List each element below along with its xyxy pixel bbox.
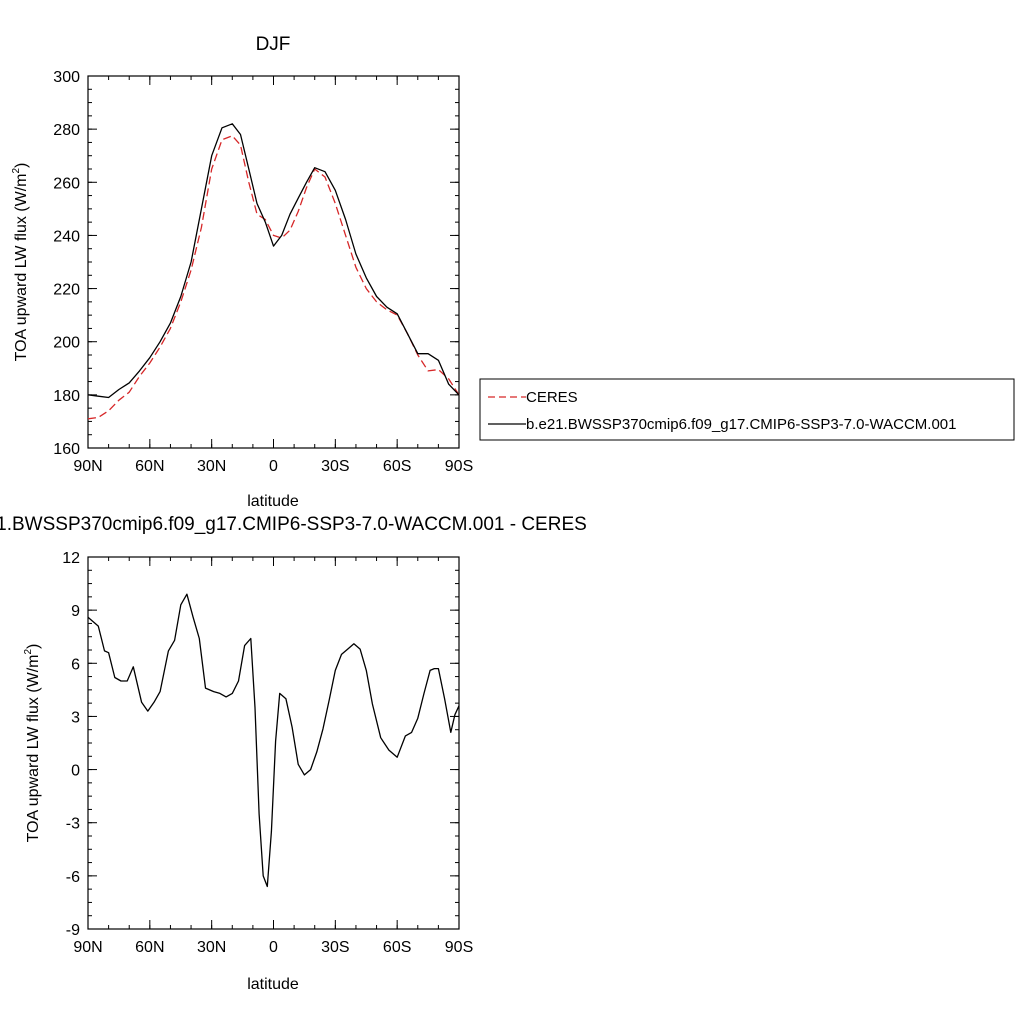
- bottom-panel: b.e21.BWSSP370cmip6.f09_g17.CMIP6-SSP3-7…: [0, 514, 587, 993]
- y-tick-label: 6: [71, 656, 80, 673]
- x-tick-label: 90N: [73, 939, 102, 956]
- bottom-y-axis-label: TOA upward LW flux (W/m2): [23, 644, 42, 843]
- top-plot-area: 90N 60N 30N 0 30S 60S 90S 160 180 200 220 240 260 280…: [53, 69, 473, 475]
- y-tick-label: 240: [53, 228, 80, 245]
- x-tick-label: 30S: [321, 939, 349, 956]
- x-tick-label: 30S: [321, 458, 349, 475]
- x-tick-label: 30N: [197, 939, 226, 956]
- legend-label-ceres: CERES: [526, 389, 578, 406]
- x-tick-label: 90N: [73, 458, 102, 475]
- top-panel: DJF 90N 60N 30N 0 30S 60S 90S 160 180 200 220 240 26…: [11, 34, 473, 510]
- top-y-axis-label: TOA upward LW flux (W/m2): [11, 163, 30, 362]
- plot-frame: [87, 75, 460, 449]
- x-tick-label: 30N: [197, 458, 226, 475]
- y-tick-label: 200: [53, 335, 80, 352]
- x-tick-label: 60S: [383, 939, 411, 956]
- y-tick-label: 260: [53, 175, 80, 192]
- legend-box: [479, 378, 1015, 441]
- y-tick-label: 0: [71, 763, 80, 780]
- y-tick-label: -6: [66, 869, 80, 886]
- y-tick-label: -3: [66, 816, 80, 833]
- bottom-chart-title: b.e21.BWSSP370cmip6.f09_g17.CMIP6-SSP3-7…: [0, 514, 587, 535]
- legend: CERES b.e21.BWSSP370cmip6.f09_g17.CMIP6-…: [479, 378, 1015, 441]
- y-tick-label: 9: [71, 603, 80, 620]
- y-tick-label: 3: [71, 709, 80, 726]
- y-tick-label: -9: [66, 922, 80, 939]
- y-tick-label: 300: [53, 69, 80, 86]
- bottom-plot-area: 90N 60N 30N 0 30S 60S 90S -9 -6 -3 0 3 6 9 12: [62, 550, 473, 956]
- x-tick-label: 60S: [383, 458, 411, 475]
- legend-label-model: b.e21.BWSSP370cmip6.f09_g17.CMIP6-SSP3-7…: [526, 416, 956, 433]
- y-tick-label: 180: [53, 388, 80, 405]
- bottom-x-axis-label: latitude: [247, 976, 299, 993]
- x-tick-label: 90S: [445, 939, 473, 956]
- x-tick-label: 90S: [445, 458, 473, 475]
- x-tick-label: 60N: [135, 939, 164, 956]
- difference-line: [87, 593, 460, 888]
- y-tick-label: 280: [53, 122, 80, 139]
- top-x-axis-label: latitude: [247, 493, 299, 510]
- y-tick-label: 160: [53, 441, 80, 458]
- y-tick-label: 220: [53, 282, 80, 299]
- series-line-ceres: [87, 135, 460, 420]
- series-line-b-e21-bwssp370cmip6-: [87, 123, 460, 399]
- x-tick-label: 0: [269, 458, 278, 475]
- x-tick-label: 60N: [135, 458, 164, 475]
- y-tick-label: 12: [62, 550, 80, 567]
- top-chart-title: DJF: [256, 34, 291, 55]
- x-tick-label: 0: [269, 939, 278, 956]
